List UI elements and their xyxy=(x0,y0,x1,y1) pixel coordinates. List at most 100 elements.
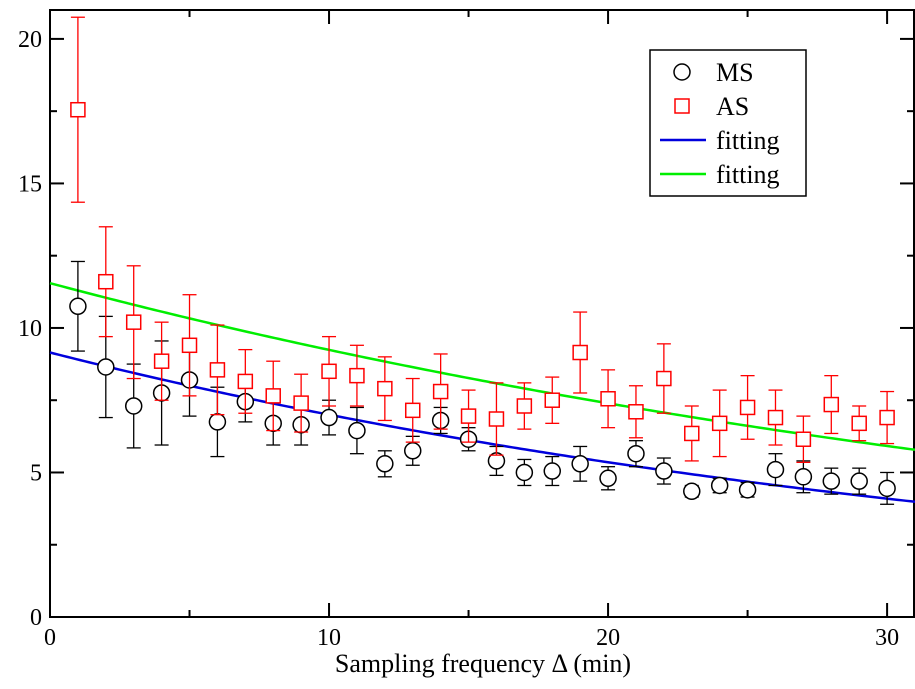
as-point xyxy=(711,389,728,458)
as-point xyxy=(209,324,226,416)
square-marker xyxy=(98,273,114,290)
ms-point xyxy=(766,453,785,487)
as-point xyxy=(265,360,281,432)
legend-symbol-ms xyxy=(673,63,691,81)
as-point xyxy=(851,405,867,442)
circle-marker xyxy=(822,472,841,490)
square-marker xyxy=(321,363,337,380)
fit-line-1 xyxy=(49,351,915,504)
square-marker xyxy=(404,402,421,419)
y-tick-label: 10 xyxy=(18,316,42,342)
square-marker xyxy=(181,337,198,354)
circle-marker xyxy=(208,413,227,431)
as-point xyxy=(684,405,700,462)
as-point xyxy=(628,385,644,439)
y-tick-label: 15 xyxy=(18,171,42,197)
as-point xyxy=(600,369,616,429)
circle-marker xyxy=(543,462,562,480)
circle-marker xyxy=(69,297,87,316)
square-marker xyxy=(125,314,142,330)
circle-marker xyxy=(850,472,868,490)
circle-marker xyxy=(97,358,115,376)
square-marker xyxy=(209,362,226,378)
as-point xyxy=(544,376,561,424)
y-tick-label: 0 xyxy=(30,605,42,631)
circle-marker xyxy=(794,468,813,486)
circle-marker xyxy=(376,455,394,473)
as-point xyxy=(460,389,477,443)
ms-point xyxy=(738,481,757,499)
y-tick-label: 20 xyxy=(18,27,42,53)
as-point xyxy=(321,335,337,407)
x-tick-label: 20 xyxy=(596,625,620,651)
ms-point xyxy=(683,482,701,501)
as-point xyxy=(795,415,812,464)
legend-label: AS xyxy=(716,92,749,121)
ms-point xyxy=(376,450,394,478)
square-marker xyxy=(879,409,895,426)
square-marker xyxy=(516,398,533,414)
circle-marker xyxy=(738,481,757,499)
square-marker xyxy=(377,380,393,397)
legend-label: MS xyxy=(716,58,754,87)
as-point xyxy=(404,377,421,443)
circle-marker xyxy=(655,462,673,480)
ms-point xyxy=(348,406,366,455)
as-point xyxy=(237,348,254,414)
ms-point xyxy=(794,460,813,494)
ms-point xyxy=(710,476,729,495)
as-point xyxy=(572,311,588,394)
square-marker xyxy=(488,411,505,427)
ms-point xyxy=(627,440,645,468)
plot-axes: 0 10 20 30 0 5 10 15 20 xyxy=(18,9,915,651)
circle-marker xyxy=(683,482,701,501)
square-marker xyxy=(767,409,784,426)
circle-marker xyxy=(571,455,589,473)
square-marker xyxy=(293,395,309,411)
legend-label: fitting xyxy=(716,126,780,155)
square-marker xyxy=(656,370,672,387)
square-marker xyxy=(237,373,254,390)
ms-point xyxy=(97,315,115,419)
legend-label: fitting xyxy=(716,160,780,189)
square-marker xyxy=(739,399,756,416)
legend: MS AS fitting fitting xyxy=(649,49,807,197)
as-point xyxy=(879,390,895,445)
circle-marker xyxy=(124,397,143,415)
circle-marker xyxy=(403,442,422,460)
x-tick-label: 0 xyxy=(44,625,56,651)
square-marker xyxy=(432,383,449,400)
square-marker xyxy=(153,353,170,369)
circle-marker xyxy=(599,469,617,488)
as-point xyxy=(377,356,393,422)
ms-point xyxy=(599,466,617,491)
ms-point xyxy=(543,455,562,487)
as-point xyxy=(153,321,170,401)
circle-marker xyxy=(878,479,896,498)
as-point xyxy=(516,382,533,430)
square-marker xyxy=(544,392,561,408)
circle-marker xyxy=(766,460,785,479)
square-marker xyxy=(572,344,588,361)
as-point xyxy=(70,16,86,203)
square-marker xyxy=(684,425,700,442)
x-axis-title: Sampling frequency Δ (min) xyxy=(335,649,631,678)
as-point xyxy=(823,374,840,435)
square-marker xyxy=(70,101,86,118)
ms-point xyxy=(655,457,673,485)
x-tick-label: 30 xyxy=(875,625,899,651)
as-point xyxy=(739,374,756,440)
fit-curves xyxy=(49,281,915,504)
as-point xyxy=(125,265,142,380)
as-point xyxy=(181,294,198,397)
square-marker xyxy=(711,415,728,432)
as-point xyxy=(293,373,309,433)
as-point xyxy=(656,343,672,414)
fit-line-2 xyxy=(49,281,915,452)
as-point xyxy=(98,226,114,338)
as-point xyxy=(767,389,784,446)
as-point xyxy=(432,353,449,430)
plot-frame xyxy=(49,9,915,618)
square-marker xyxy=(851,415,867,432)
